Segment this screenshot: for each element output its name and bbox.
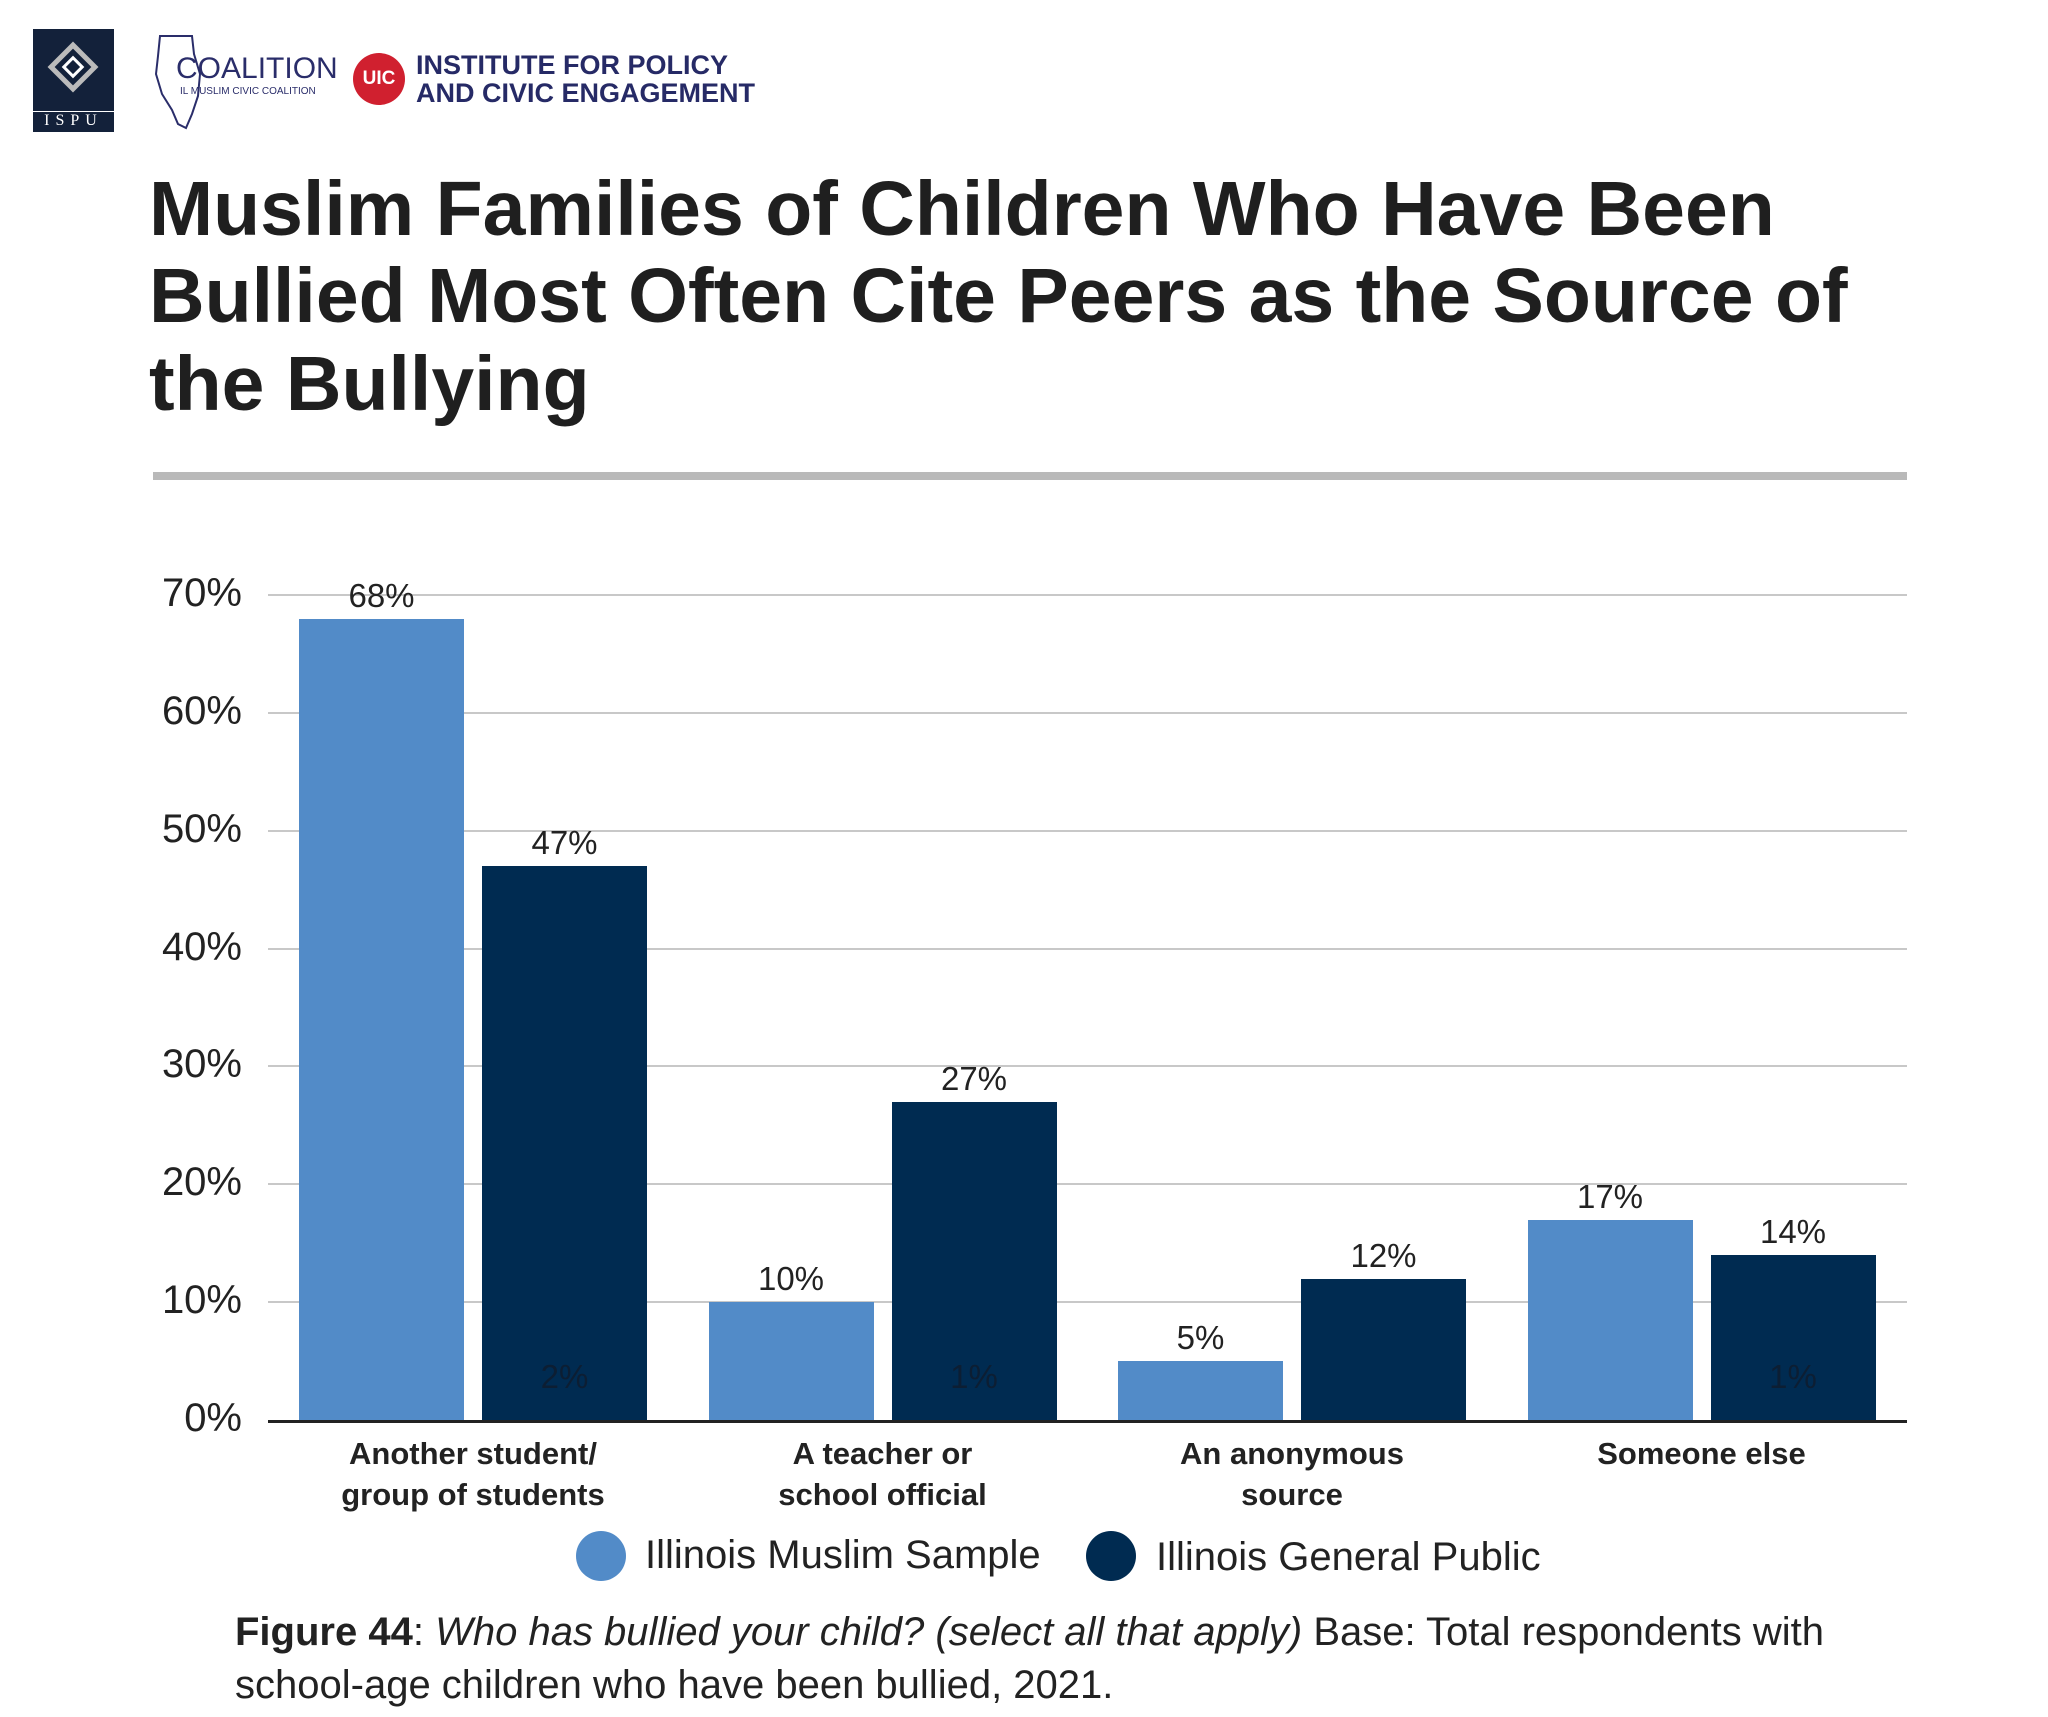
gridline (268, 594, 1907, 596)
coalition-logo: COALITION IL MUSLIM CIVIC COALITION (152, 34, 338, 130)
gridline (268, 829, 1907, 832)
ipce-line-1: INSTITUTE FOR POLICY (416, 50, 729, 80)
bar (482, 866, 647, 1420)
y-tick-label: 60% (161, 688, 242, 733)
gridline (268, 1183, 1907, 1186)
y-tick-label: 40% (161, 924, 242, 969)
data-label: 27% (940, 1059, 1008, 1097)
figure-caption-line-1: Figure 44: Who has bullied your child? (… (235, 1610, 1824, 1655)
hidden-data-label: 1% (1769, 1358, 1817, 1395)
data-label: 12% (1350, 1236, 1417, 1274)
category-label: An anonymous source (1180, 1436, 1404, 1512)
ispu-logo-text: ISPU (33, 111, 114, 130)
coalition-logo-subtext: IL MUSLIM CIVIC COALITION (180, 86, 316, 97)
x-axis-line (268, 1420, 1907, 1423)
bar (1118, 1361, 1283, 1420)
bar (299, 618, 464, 1420)
legend-label-public: Illinois General Public (1156, 1535, 1541, 1579)
y-tick-label: 50% (161, 806, 242, 851)
legend-swatch-public (1086, 1531, 1136, 1581)
chart-title-line-3: the Bullying (149, 341, 590, 427)
y-tick-label: 20% (161, 1160, 242, 1205)
data-label: 68% (348, 576, 415, 614)
ispu-logo: ISPU (33, 29, 114, 132)
y-tick-label: 10% (161, 1278, 242, 1323)
hidden-data-label: 1% (950, 1358, 998, 1395)
legend-swatch-muslim (576, 1531, 626, 1581)
coalition-logo-text: COALITION (176, 52, 338, 85)
figure-number: Figure 44 (235, 1610, 413, 1654)
bar (708, 1302, 874, 1420)
caption-base: Base: Total respondents with (1302, 1610, 1824, 1654)
bar (1710, 1255, 1876, 1420)
gridline (268, 711, 1907, 714)
illinois-outline-icon (154, 35, 202, 130)
ipce-line-2: AND CIVIC ENGAGEMENT (416, 78, 756, 108)
hidden-data-label: 2% (540, 1358, 589, 1395)
caption-question: Who has bullied your child? (select all … (435, 1610, 1303, 1654)
bar (1301, 1278, 1466, 1420)
y-tick-label: 0% (184, 1396, 242, 1440)
legend-label-muslim: Illinois Muslim Sample (645, 1533, 1041, 1577)
bar (891, 1101, 1057, 1420)
y-tick-label: 70% (161, 571, 242, 615)
data-label: 14% (1759, 1213, 1827, 1250)
category-label: Another student/ group of students (341, 1436, 605, 1512)
gridline (268, 1065, 1907, 1068)
caption-colon: : (412, 1610, 424, 1654)
gridline (268, 947, 1907, 950)
data-label: 47% (531, 824, 598, 862)
title-divider (153, 472, 1907, 480)
figure-caption-line-2: school-age children who have been bullie… (235, 1663, 1114, 1707)
chart-title-line-2: Bullied Most Often Cite Peers as the Sou… (149, 253, 1848, 339)
chart-title-line-1: Muslim Families of Children Who Have Bee… (149, 166, 1775, 252)
uic-logo: UIC (353, 53, 405, 105)
data-label: 17% (1576, 1177, 1644, 1215)
category-label: Someone else (1597, 1436, 1806, 1471)
data-label: 5% (1176, 1319, 1225, 1357)
gridline (268, 1301, 1907, 1304)
data-label: 10% (757, 1260, 825, 1298)
bar (1527, 1219, 1693, 1420)
y-tick-label: 30% (161, 1042, 242, 1087)
category-label: A teacher or school official (778, 1436, 987, 1512)
